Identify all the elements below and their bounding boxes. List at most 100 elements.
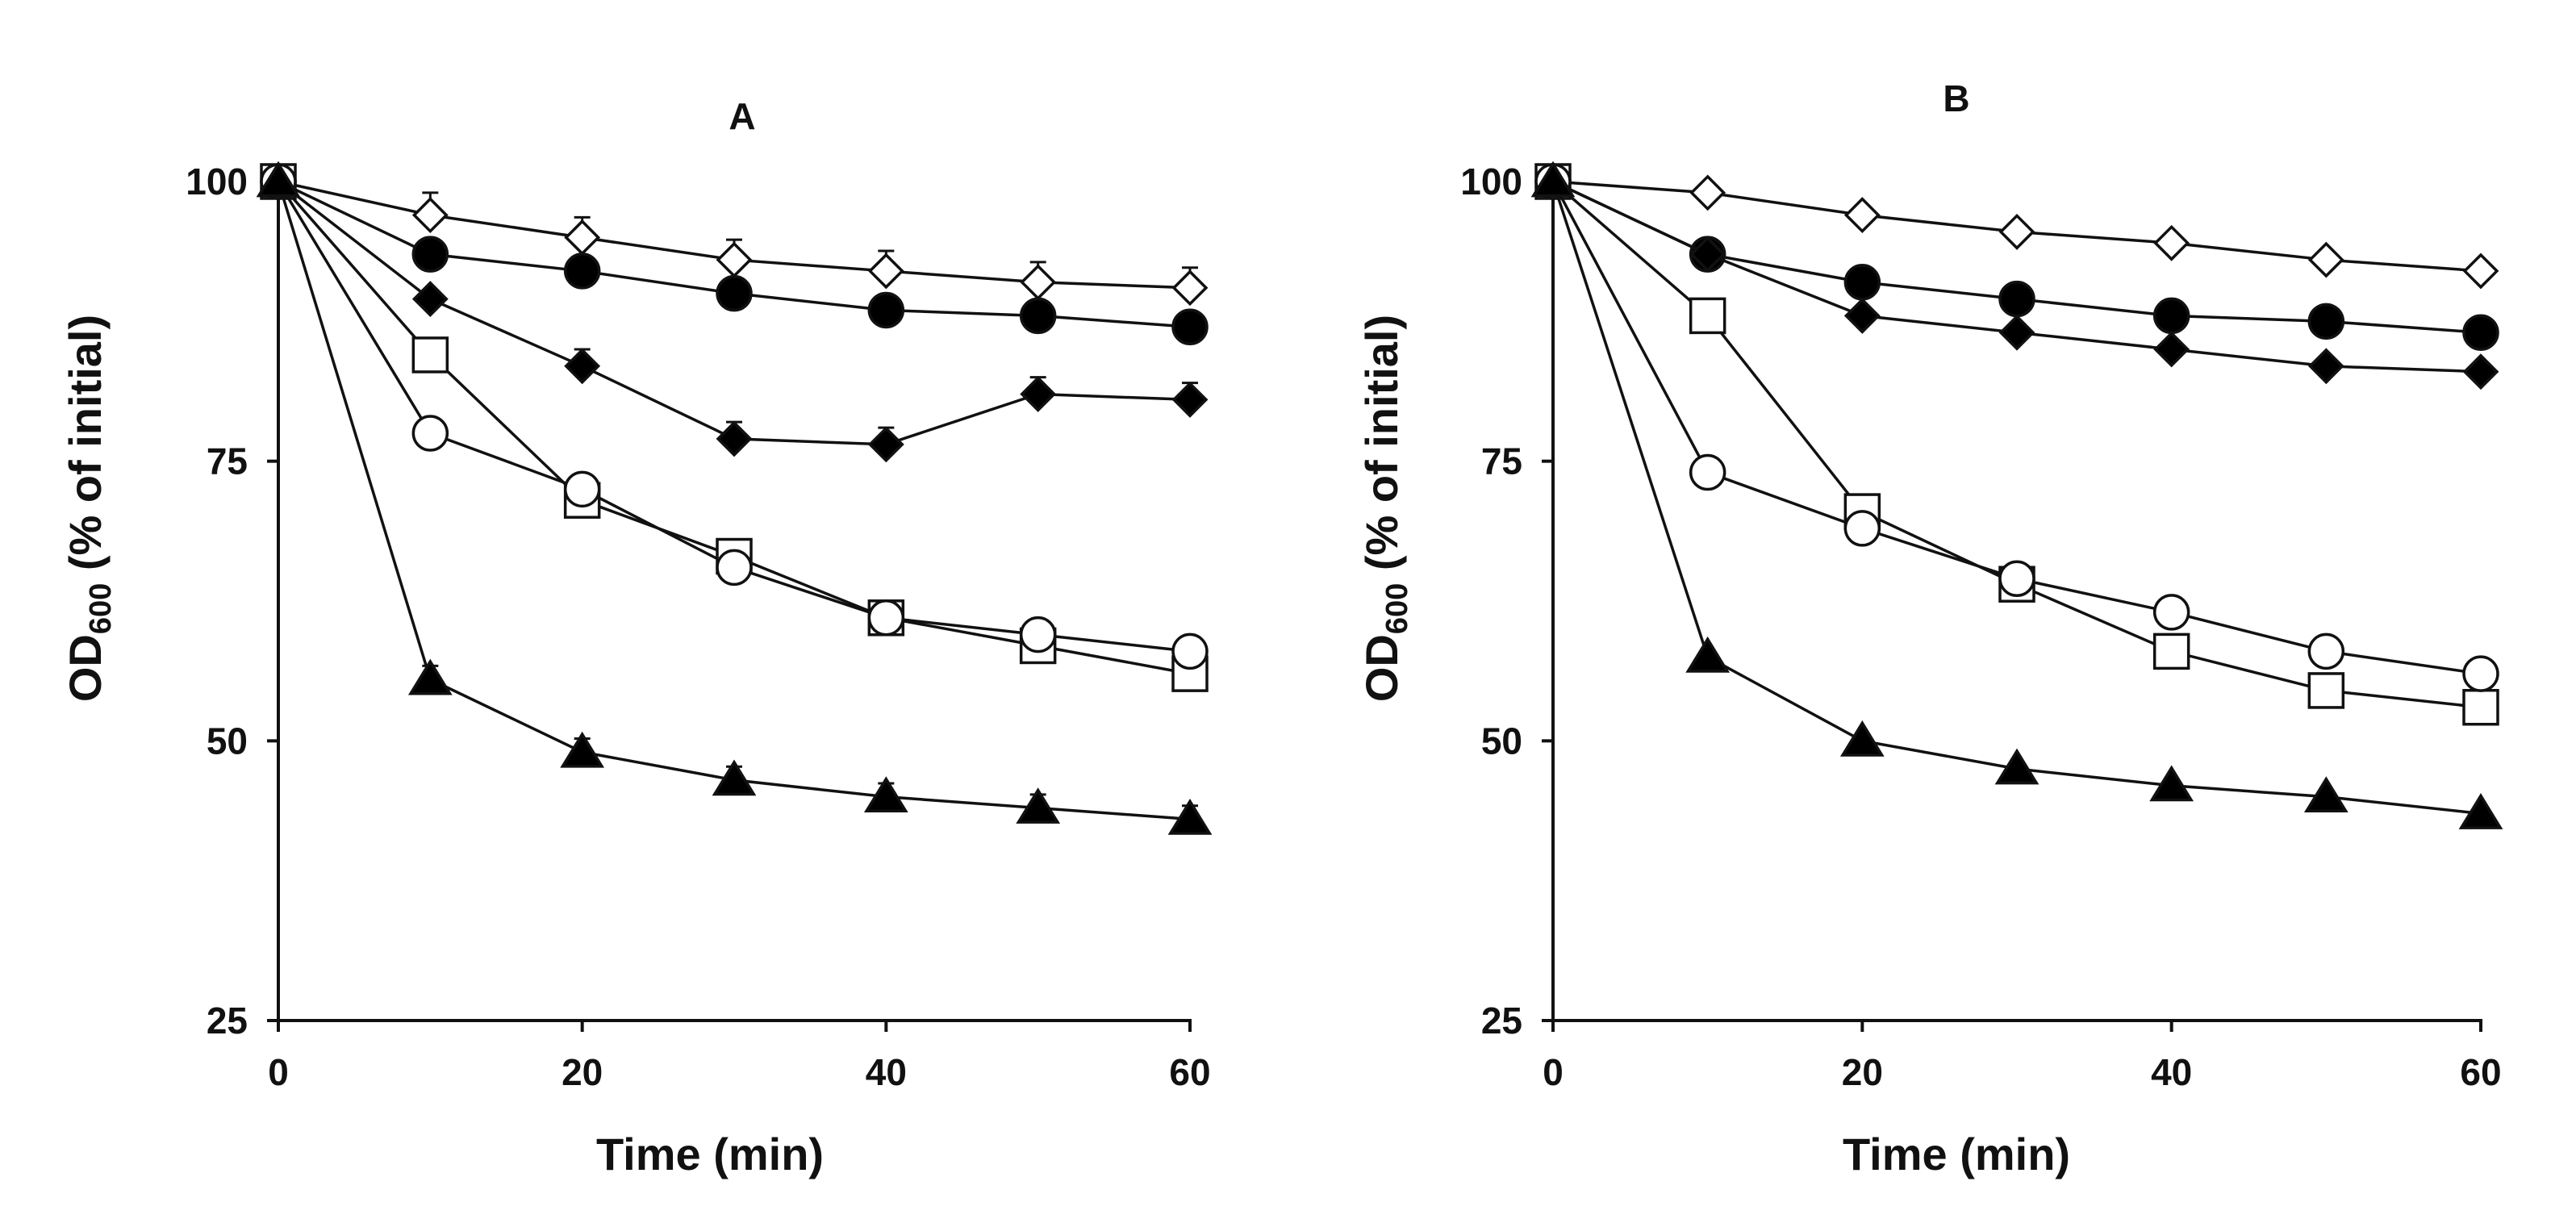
- panel-b-point-filled-diamond: [1998, 314, 2035, 351]
- panel-b-point-open-circle: [2152, 594, 2190, 631]
- panel-a-point-filled-diamond: [1171, 381, 1209, 418]
- panel-a-point-filled-diamond: [867, 426, 904, 463]
- panel-b-point-filled-triangle: [1685, 636, 1731, 673]
- panel-b-series-line-filled-triangle: [1551, 181, 2482, 816]
- panel-a-point-filled-circle: [1171, 308, 1209, 346]
- panel-b-point-open-circle: [2307, 632, 2345, 670]
- panel-b-point-filled-triangle: [1530, 161, 1576, 198]
- panel-a-point-filled-triangle: [407, 658, 453, 695]
- panel-a-x-tick-label: 0: [268, 1051, 289, 1093]
- panel-a-point-open-diamond: [564, 219, 601, 256]
- panel-a-point-filled-triangle: [863, 776, 908, 813]
- panel-b-point-open-diamond: [2153, 224, 2190, 261]
- panel-b-title: B: [1943, 77, 1969, 119]
- panel-a-point-filled-triangle: [256, 161, 301, 198]
- panel-b-axes: 25 50 75 100 0 20 40 60: [1460, 161, 2501, 1093]
- panel-b-point-open-diamond: [2307, 241, 2344, 278]
- panel-b-y-tick-label: 50: [1481, 720, 1522, 762]
- panel-b-point-open-circle: [2462, 655, 2499, 692]
- panel-b-point-open-diamond: [2462, 253, 2499, 290]
- panel-a-x-tick-label: 20: [562, 1051, 603, 1093]
- panel-a-point-filled-circle: [411, 236, 449, 273]
- panel-b-point-filled-diamond: [1843, 297, 1881, 334]
- panel-b-point-filled-triangle: [1839, 720, 1885, 757]
- panel-a-series-open-circle: [260, 163, 1209, 670]
- panel-a-point-open-circle: [867, 599, 905, 637]
- panel-a-series-filled-triangle: [256, 161, 1213, 835]
- svg-text:OD600 (% of initial): OD600 (% of initial): [1356, 315, 1414, 702]
- panel-a-point-filled-circle: [563, 253, 601, 290]
- panel-b-x-tick-label: 0: [1543, 1051, 1564, 1093]
- panel-b-point-filled-circle: [1998, 280, 2035, 318]
- panel-b-y-tick-label: 100: [1460, 161, 1522, 202]
- panel-a-point-filled-triangle: [1016, 787, 1061, 824]
- panel-a-point-filled-triangle: [1167, 798, 1213, 835]
- panel-b-x-axis-label: Time (min): [1843, 1129, 2070, 1179]
- panel-a: A OD600 (% of initial) Time (min) 25 50 75…: [60, 95, 1213, 1179]
- panel-a-point-open-diamond: [867, 253, 904, 290]
- panel-a-point-open-circle: [716, 549, 753, 587]
- panel-a-y-label-suffix: (% of initial): [60, 315, 111, 583]
- panel-a-point-open-circle: [563, 470, 601, 508]
- panel-a-x-axis-label: Time (min): [596, 1129, 824, 1179]
- panel-b-point-filled-circle: [2152, 297, 2190, 335]
- panel-b-series-open-diamond: [1534, 163, 2499, 290]
- panel-b-point-filled-triangle: [1994, 748, 2040, 785]
- panel-b-point-open-diamond: [1843, 197, 1881, 234]
- panel-b-point-filled-triangle: [2149, 765, 2194, 802]
- panel-a-y-label-sub: 600: [84, 583, 118, 634]
- panel-b-point-filled-diamond: [2462, 353, 2499, 390]
- panel-a-point-filled-diamond: [1020, 376, 1057, 412]
- panel-a-point-filled-diamond: [716, 420, 753, 457]
- panel-b-x-tick-label: 60: [2460, 1051, 2501, 1093]
- panel-a-series-filled-diamond: [260, 163, 1209, 463]
- panel-a-point-open-diamond: [1020, 264, 1057, 301]
- panel-a-point-open-circle: [1019, 616, 1057, 653]
- panel-a-point-open-circle: [411, 415, 449, 452]
- panel-b-y-tick-label: 25: [1481, 1000, 1522, 1042]
- panel-b-point-filled-triangle: [2458, 793, 2503, 829]
- panel-b-point-open-square: [2152, 632, 2190, 670]
- panel-b-point-open-circle: [1689, 453, 1726, 491]
- panel-b-y-tick-label: 75: [1481, 440, 1522, 482]
- panel-a-y-tick-label: 25: [207, 1000, 248, 1042]
- panel-a-y-tick-label: 100: [186, 161, 248, 202]
- panel-a-point-open-diamond: [411, 197, 449, 234]
- panel-b-point-open-square: [2307, 672, 2345, 709]
- panel-a-x-tick-label: 40: [866, 1051, 907, 1093]
- panel-b-point-open-square: [2462, 688, 2499, 726]
- panel-a-point-filled-triangle: [560, 731, 605, 768]
- panel-b-x-tick-label: 40: [2151, 1051, 2192, 1093]
- panel-b-point-filled-diamond: [2307, 348, 2344, 385]
- panel-a-y-tick-label: 75: [207, 440, 248, 482]
- panel-a-point-filled-diamond: [411, 281, 449, 318]
- panel-b-point-open-circle: [1998, 560, 2035, 598]
- panel-b-y-label-suffix: (% of initial): [1356, 315, 1407, 583]
- panel-b-y-label-main: OD: [1356, 634, 1407, 702]
- panel-a-title: A: [729, 95, 755, 137]
- panel-b-series-filled-triangle: [1530, 161, 2503, 829]
- panel-b-point-filled-circle: [1843, 264, 1881, 301]
- panel-b-point-open-circle: [1843, 510, 1881, 547]
- panel-b-point-filled-circle: [2307, 303, 2345, 340]
- panel-a-y-axis-label: OD600 (% of initial): [60, 315, 118, 702]
- panel-a-point-open-diamond: [1171, 269, 1209, 307]
- panel-b-point-filled-diamond: [1689, 236, 1726, 273]
- panel-b: B OD600 (% of initial) Time (min) 255075…: [1356, 77, 2503, 1179]
- panel-b-point-filled-triangle: [2303, 776, 2348, 813]
- panel-a-axes: 25 50 75 100 0 20 40 60: [186, 161, 1210, 1093]
- panel-a-y-tick-label: 50: [207, 720, 248, 762]
- panel-a-point-filled-diamond: [564, 348, 601, 385]
- panel-a-point-filled-circle: [1019, 297, 1057, 335]
- panel-a-y-label-main: OD: [60, 634, 111, 702]
- panel-b-point-open-square: [1689, 297, 1726, 335]
- panel-b-point-filled-circle: [2462, 314, 2499, 351]
- panel-b-x-tick-label: 20: [1842, 1051, 1883, 1093]
- panel-b-point-filled-diamond: [2153, 331, 2190, 368]
- panel-a-point-filled-circle: [716, 274, 753, 312]
- panel-b-y-label-sub: 600: [1380, 583, 1414, 634]
- panel-a-point-filled-circle: [867, 291, 905, 329]
- panel-b-point-open-diamond: [1689, 174, 1726, 211]
- panel-a-point-open-square: [411, 336, 449, 374]
